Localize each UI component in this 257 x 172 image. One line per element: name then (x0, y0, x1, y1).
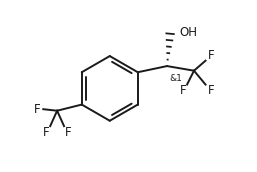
Text: &1: &1 (169, 74, 182, 83)
Text: F: F (65, 126, 71, 139)
Text: F: F (208, 84, 214, 97)
Text: F: F (43, 126, 50, 139)
Text: F: F (208, 49, 214, 62)
Text: OH: OH (179, 26, 197, 39)
Text: F: F (180, 84, 187, 97)
Text: F: F (34, 103, 40, 116)
